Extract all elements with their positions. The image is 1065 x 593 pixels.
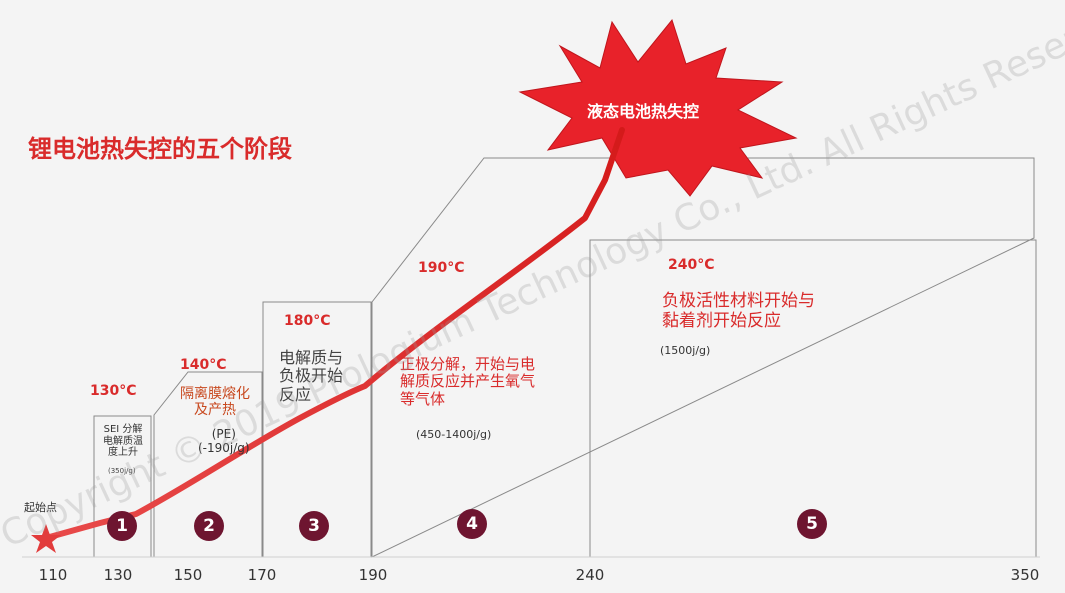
stage-5-desc: 负极活性材料开始与 黏着剂开始反应 <box>662 291 815 331</box>
stage-1-note: (350j/g) <box>108 467 136 475</box>
start-star-icon <box>31 524 61 553</box>
stage-4-note: (450-1400j/g) <box>416 428 492 441</box>
stage-2-number: 2 <box>194 511 224 541</box>
stage-5-number: 5 <box>797 509 827 539</box>
stage-5-note: (1500j/g) <box>660 344 711 357</box>
stage-2-temp: 140°C <box>180 357 227 373</box>
stage-3-desc: 电解质与 负极开始 反应 <box>279 348 344 404</box>
axis-tick-170: 170 <box>247 566 277 584</box>
stage-1-temp: 130°C <box>90 383 137 399</box>
stage-box-4 <box>371 157 1035 558</box>
axis-tick-110: 110 <box>38 566 68 584</box>
page-title: 锂电池热失控的五个阶段 <box>28 135 292 163</box>
stage-2-desc: 隔离膜熔化 及产热 <box>180 386 250 419</box>
stage-4-desc: 正极分解，开始与电 解质反应并产生氧气 等气体 <box>400 355 536 408</box>
stage-3-temp: 180°C <box>284 313 331 329</box>
explosion-shape <box>518 18 798 197</box>
stage-1-number: 1 <box>107 511 137 541</box>
start-label: 起始点 <box>24 501 57 514</box>
explosion-label: 液态电池热失控 <box>587 102 700 121</box>
axis-tick-150: 150 <box>173 566 203 584</box>
stage-5-temp: 240°C <box>668 257 715 273</box>
axis-tick-190: 190 <box>358 566 388 584</box>
stage-4-temp: 190°C <box>418 260 465 276</box>
stage-4-number: 4 <box>457 509 487 539</box>
stage-1-desc: SEI 分解 电解质温 度上升 <box>103 424 143 458</box>
stage-3-number: 3 <box>299 511 329 541</box>
stage-2-note: (PE) (-190j/g) <box>198 427 250 455</box>
axis-tick-350: 350 <box>1010 566 1040 584</box>
axis-tick-130: 130 <box>103 566 133 584</box>
axis-tick-240: 240 <box>575 566 605 584</box>
thermal-curve <box>43 127 625 541</box>
